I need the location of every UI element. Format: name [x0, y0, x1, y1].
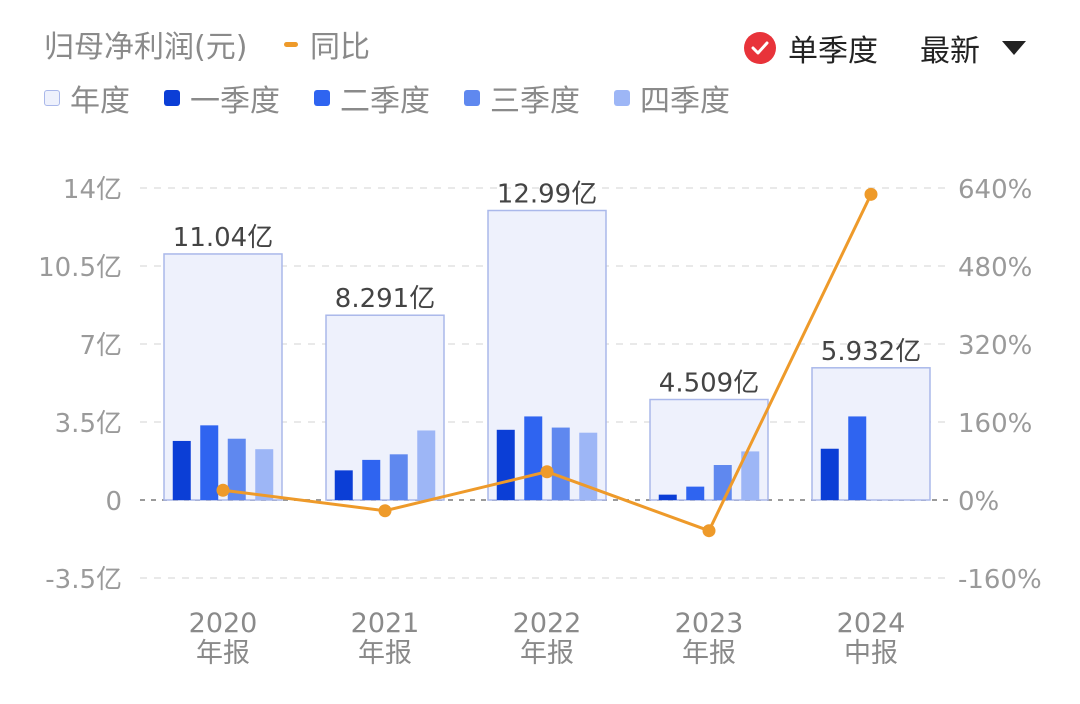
yoy-legend-label: 同比 — [310, 30, 370, 65]
yoy-point — [702, 524, 716, 538]
caret-down-icon — [1002, 41, 1026, 55]
x-tick-report: 年报 — [682, 638, 736, 669]
legend-swatch — [464, 90, 480, 106]
legend-swatch — [44, 90, 60, 106]
period-dropdown[interactable]: 最新 — [920, 26, 1026, 70]
single-quarter-label: 单季度 — [788, 34, 878, 69]
legend-item-q4[interactable]: 四季度 — [614, 76, 730, 120]
period-dropdown-label: 最新 — [920, 34, 980, 69]
single-quarter-toggle[interactable]: 单季度 — [744, 26, 878, 70]
quarter-bar — [496, 429, 515, 500]
quarter-bar — [200, 425, 219, 500]
y-right-tick-label: -160% — [958, 565, 1042, 595]
quarter-bar — [362, 459, 381, 500]
x-tick-report: 年报 — [196, 638, 250, 669]
yoy-legend: 同比 — [284, 22, 370, 66]
quarter-bar — [334, 470, 353, 500]
legend: 年度 一季度 二季度 三季度 四季度 — [44, 76, 764, 120]
yoy-point — [216, 483, 230, 497]
annual-data-label: 12.99亿 — [497, 180, 597, 210]
annual-data-label: 8.291亿 — [335, 284, 435, 314]
y-left-tick-label: 3.5亿 — [55, 409, 122, 439]
y-right-tick-label: 480% — [958, 253, 1032, 283]
x-tick-year: 2020 — [189, 608, 258, 639]
y-left-tick-label: 7亿 — [79, 331, 122, 361]
yoy-point — [864, 187, 878, 201]
legend-swatch — [614, 90, 630, 106]
quarter-bar — [255, 449, 274, 500]
legend-label: 二季度 — [340, 84, 430, 119]
quarter-bar — [524, 416, 543, 500]
x-tick-year: 2023 — [675, 608, 744, 639]
legend-item-annual[interactable]: 年度 — [44, 76, 130, 120]
yoy-point — [540, 465, 554, 479]
quarter-bar — [389, 454, 408, 500]
y-right-tick-label: 640% — [958, 175, 1032, 205]
legend-swatch — [314, 90, 330, 106]
y-left-tick-label: 14亿 — [63, 175, 122, 205]
y-right-tick-label: 0% — [958, 487, 999, 517]
annual-data-label: 5.932亿 — [821, 337, 921, 367]
y-left-tick-label: 0 — [105, 487, 122, 517]
chart-title: 归母净利润(元) — [44, 30, 248, 65]
legend-item-q3[interactable]: 三季度 — [464, 76, 580, 120]
x-tick-report: 年报 — [520, 638, 574, 669]
quarter-bar — [741, 451, 760, 500]
quarter-bar — [172, 440, 191, 500]
x-tick-year: 2024 — [837, 608, 906, 639]
quarter-bar — [713, 465, 732, 500]
quarter-bar — [848, 416, 867, 500]
legend-swatch — [164, 90, 180, 106]
y-right-tick-label: 320% — [958, 331, 1032, 361]
x-tick-report: 中报 — [844, 638, 898, 669]
chart-header: 归母净利润(元) 同比 单季度 最新 年度 一季度 二季度 三季度 — [0, 0, 1080, 130]
check-icon — [744, 32, 776, 64]
quarter-bar — [658, 494, 677, 500]
x-tick-year: 2022 — [513, 608, 582, 639]
quarter-bar — [551, 427, 570, 500]
legend-item-q2[interactable]: 二季度 — [314, 76, 430, 120]
legend-label: 四季度 — [640, 84, 730, 119]
y-left-tick-label: -3.5亿 — [45, 565, 122, 595]
quarter-bar — [820, 448, 839, 500]
x-tick-year: 2021 — [351, 608, 420, 639]
annual-data-label: 11.04亿 — [173, 223, 273, 253]
y-right-tick-label: 160% — [958, 409, 1032, 439]
legend-label: 三季度 — [490, 84, 580, 119]
quarter-bar — [579, 432, 598, 500]
y-left-tick-label: 10.5亿 — [38, 253, 122, 283]
legend-label: 年度 — [70, 84, 130, 119]
yoy-point — [378, 504, 392, 518]
yoy-line-icon — [284, 41, 298, 47]
legend-label: 一季度 — [190, 84, 280, 119]
x-tick-report: 年报 — [358, 638, 412, 669]
quarter-bar — [227, 438, 246, 500]
legend-item-q1[interactable]: 一季度 — [164, 76, 280, 120]
quarter-bar — [686, 486, 705, 500]
annual-data-label: 4.509亿 — [659, 369, 759, 399]
quarter-bar — [417, 430, 436, 500]
